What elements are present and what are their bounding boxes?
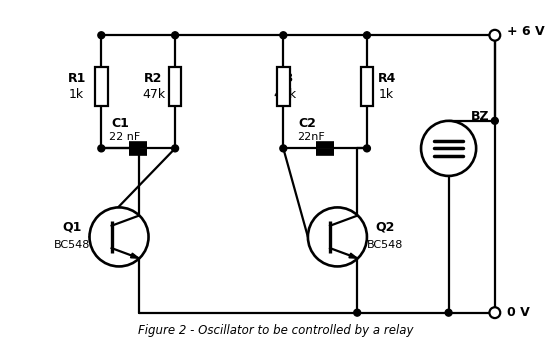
Circle shape: [364, 32, 370, 39]
Text: R2: R2: [144, 72, 163, 85]
Circle shape: [491, 309, 498, 316]
Text: R4: R4: [377, 72, 396, 85]
Circle shape: [490, 30, 500, 41]
Text: 1k: 1k: [69, 88, 84, 101]
Text: Q1: Q1: [62, 221, 82, 234]
Circle shape: [98, 32, 105, 39]
Text: 22nF: 22nF: [297, 132, 325, 142]
Bar: [95, 67, 108, 106]
Circle shape: [280, 145, 287, 152]
Text: BC548: BC548: [54, 240, 90, 250]
Circle shape: [280, 32, 287, 39]
Text: 47k: 47k: [142, 88, 165, 101]
Text: 47k: 47k: [274, 88, 297, 101]
Text: Figure 2 - Oscillator to be controlled by a relay: Figure 2 - Oscillator to be controlled b…: [138, 324, 413, 337]
Circle shape: [98, 145, 105, 152]
Circle shape: [364, 145, 370, 152]
Text: 22 nF: 22 nF: [109, 132, 140, 142]
Text: BC548: BC548: [366, 240, 403, 250]
Text: C1: C1: [112, 117, 129, 130]
Circle shape: [354, 309, 361, 316]
Circle shape: [490, 307, 500, 318]
Circle shape: [89, 208, 149, 267]
Text: 0 V: 0 V: [507, 306, 529, 319]
Bar: [361, 67, 374, 106]
Circle shape: [491, 117, 498, 124]
Circle shape: [308, 208, 367, 267]
Text: C2: C2: [299, 117, 316, 130]
Polygon shape: [130, 253, 139, 258]
Circle shape: [421, 121, 476, 176]
Text: + 6 V: + 6 V: [507, 25, 544, 38]
Text: R3: R3: [276, 72, 294, 85]
Circle shape: [171, 32, 179, 39]
Text: BZ: BZ: [471, 110, 490, 123]
Text: 1k: 1k: [379, 88, 394, 101]
Bar: [277, 67, 290, 106]
Text: R1: R1: [68, 72, 86, 85]
Polygon shape: [349, 253, 357, 258]
Text: Q2: Q2: [375, 221, 395, 234]
Circle shape: [445, 309, 452, 316]
Bar: [169, 67, 181, 106]
Circle shape: [171, 145, 179, 152]
